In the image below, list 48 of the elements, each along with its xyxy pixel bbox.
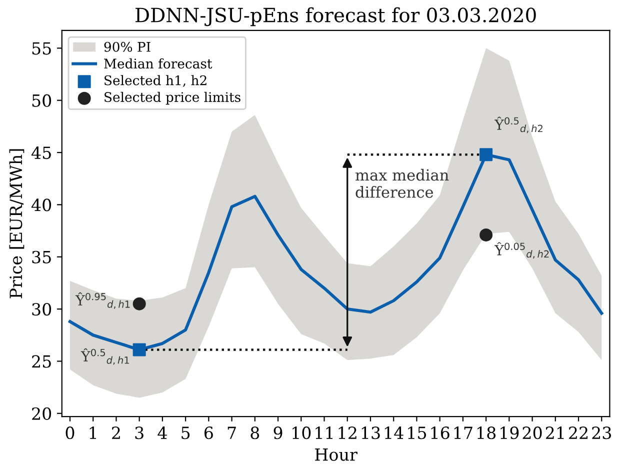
y-axis-title: Price [EUR/MWh] [9,149,24,298]
y-tick-label: 25 [32,355,51,368]
x-tick-label: 15 [408,426,426,440]
x-tick-label: 22 [569,426,588,439]
x-tick-label: 2 [112,426,120,439]
x-tick-label: 21 [546,426,564,439]
annotation: Ŷ$^{0.95}$$_{d,h1}$ [75,292,130,309]
x-tick-label: 11 [316,426,332,439]
x-axis-title: Hour [315,448,358,461]
x-tick-label: 19 [500,426,519,440]
x-tick-label: 20 [522,426,542,440]
x-tick-label: 17 [454,426,472,439]
annotation: max median difference [356,168,449,198]
y-tick-label: 45 [31,146,51,160]
annotation: Ŷ$^{0.5}$$_{d,h1}$ [80,348,129,365]
point [132,297,146,310]
x-tick-label: 9 [274,426,282,440]
x-tick-label: 7 [228,426,236,439]
point [480,148,493,162]
x-tick-label: 8 [250,426,260,440]
point [132,343,146,356]
annotation: Ŷ$^{0.5}$$_{d,h2}$ [494,116,542,134]
x-tick-label: 12 [338,426,356,439]
y-tick-label: 20 [32,407,52,420]
x-tick-label: 6 [204,426,213,440]
point [480,228,493,242]
x-tick-label: 5 [182,426,190,440]
y-tick-label: 55 [32,42,51,55]
y-tick-label: 40 [31,198,52,212]
y-tick-label: 30 [32,303,52,316]
legend-label: Selected h1, h2 [104,75,206,87]
x-tick-label: 4 [158,426,167,439]
x-tick-label: 0 [66,426,74,440]
legend-label: 90% PI [104,42,150,52]
x-tick-label: 16 [431,426,450,440]
x-tick-label: 23 [592,426,611,440]
annotation: Ŷ$^{0.05}$$_{d,h2}$ [494,242,549,259]
legend-label: Median forecast [104,58,212,69]
x-tick-label: 1 [90,426,96,439]
x-tick-label: 14 [385,426,404,439]
x-tick-label: 3 [135,426,144,440]
y-tick-label: 35 [32,250,51,264]
x-tick-label: 18 [477,426,496,440]
legend-label: Selected price limits [104,92,240,105]
x-tick-label: 10 [292,426,311,440]
x-tick-label: 13 [362,426,380,440]
y-tick-label: 50 [32,94,52,107]
chart-title: DDNN-JSU-pEns forecast for 03.03.2020 [136,7,536,26]
